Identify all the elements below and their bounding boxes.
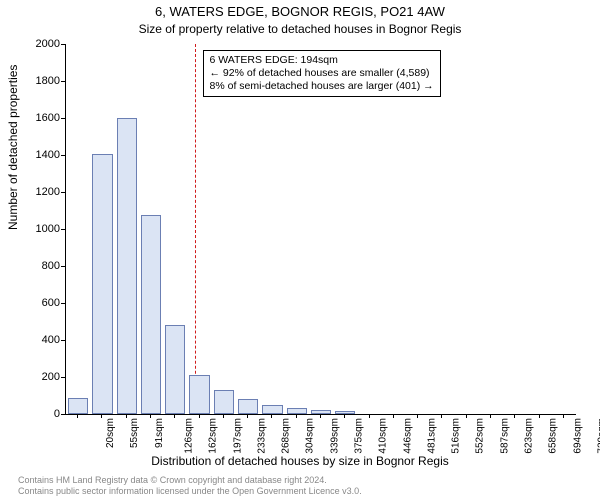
x-tick-label: 126sqm (184, 418, 195, 454)
y-tick-label: 1600 (0, 112, 60, 124)
reference-line (195, 44, 196, 414)
x-tick-label: 410sqm (378, 418, 389, 454)
plot-area: 6 WATERS EDGE: 194sqm ← 92% of detached … (65, 44, 576, 415)
histogram-bar (214, 390, 234, 414)
x-tick-label: 304sqm (305, 418, 316, 454)
x-tick-label: 587sqm (499, 418, 510, 454)
chart-title-sub: Size of property relative to detached ho… (0, 22, 600, 36)
x-tick-label: 658sqm (548, 418, 559, 454)
histogram-bar (141, 215, 161, 414)
property-size-chart: 6, WATERS EDGE, BOGNOR REGIS, PO21 4AW S… (0, 0, 600, 500)
annotation-box: 6 WATERS EDGE: 194sqm ← 92% of detached … (203, 50, 441, 97)
y-tick-label: 2000 (0, 38, 60, 50)
footer-line-2: Contains public sector information licen… (18, 486, 600, 497)
x-tick-label: 481sqm (426, 418, 437, 454)
histogram-bar (262, 405, 282, 414)
x-tick-label: 516sqm (451, 418, 462, 454)
y-tick-label: 1400 (0, 149, 60, 161)
x-tick-label: 552sqm (475, 418, 486, 454)
annotation-line-2: ← 92% of detached houses are smaller (4,… (210, 67, 434, 80)
x-tick-label: 623sqm (524, 418, 535, 454)
y-tick-label: 1200 (0, 186, 60, 198)
y-tick-label: 0 (0, 408, 60, 420)
x-tick-label: 20sqm (105, 418, 116, 448)
x-tick-label: 162sqm (208, 418, 219, 454)
annotation-line-1: 6 WATERS EDGE: 194sqm (210, 54, 434, 67)
y-tick-label: 200 (0, 371, 60, 383)
x-axis-label: Distribution of detached houses by size … (0, 454, 600, 468)
y-tick-label: 1000 (0, 223, 60, 235)
y-tick-label: 600 (0, 297, 60, 309)
x-tick-label: 375sqm (354, 418, 365, 454)
y-axis-label: Number of detached properties (6, 65, 20, 230)
y-tick-label: 400 (0, 334, 60, 346)
x-tick-label: 694sqm (572, 418, 583, 454)
x-tick-label: 268sqm (281, 418, 292, 454)
histogram-bar (238, 399, 258, 414)
histogram-bar (68, 398, 88, 414)
x-tick-label: 55sqm (129, 418, 140, 448)
histogram-bar (117, 118, 137, 414)
y-tick-label: 1800 (0, 75, 60, 87)
x-tick-label: 233sqm (256, 418, 267, 454)
x-tick-label: 339sqm (329, 418, 340, 454)
footer-line-1: Contains HM Land Registry data © Crown c… (18, 475, 600, 486)
chart-title-main: 6, WATERS EDGE, BOGNOR REGIS, PO21 4AW (0, 4, 600, 19)
histogram-bar (189, 375, 209, 414)
histogram-bar (92, 154, 112, 414)
y-tick-label: 800 (0, 260, 60, 272)
x-tick-label: 197sqm (232, 418, 243, 454)
footer-attribution: Contains HM Land Registry data © Crown c… (0, 475, 600, 497)
histogram-bar (165, 325, 185, 414)
x-tick-label: 91sqm (154, 418, 165, 448)
x-tick-label: 729sqm (596, 418, 600, 454)
x-tick-label: 446sqm (402, 418, 413, 454)
annotation-line-3: 8% of semi-detached houses are larger (4… (210, 80, 434, 93)
